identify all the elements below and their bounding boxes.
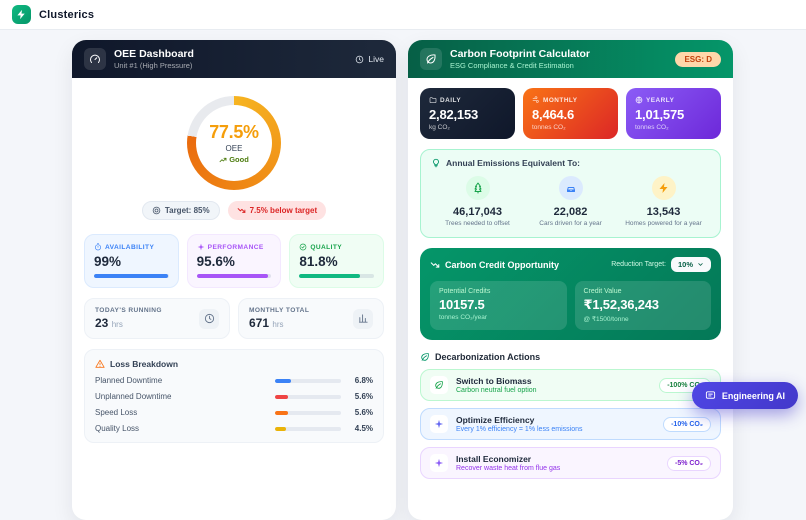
leaf-icon bbox=[430, 376, 448, 394]
globe-icon bbox=[635, 96, 643, 104]
monthly-total-card: MONTHLY TOTAL 671 hrs bbox=[238, 298, 384, 339]
bar-chart-icon bbox=[353, 308, 373, 329]
credit-value-amount: ₹1,52,36,243 bbox=[583, 297, 660, 312]
carbon-credit-card: Carbon Credit Opportunity Reduction Targ… bbox=[420, 248, 721, 340]
yearly-emissions-card: YEARLY 1,01,575 tonnes CO₂ bbox=[626, 88, 721, 139]
carbon-calculator-panel: Carbon Footprint Calculator ESG Complian… bbox=[408, 40, 733, 520]
loss-bar bbox=[275, 394, 289, 399]
warning-icon bbox=[95, 359, 105, 369]
clock-icon bbox=[199, 308, 219, 329]
below-target-pill: 7.5% below target bbox=[227, 201, 327, 220]
emissions-equivalent-card: Annual Emissions Equivalent To: 46,17,04… bbox=[420, 149, 721, 238]
metric-quality: QUALITY 81.8% bbox=[289, 234, 384, 288]
trend-down-icon bbox=[237, 206, 246, 215]
clock-icon bbox=[355, 55, 364, 64]
todays-running-card: TODAY'S RUNNING 23 hrs bbox=[84, 298, 230, 339]
todays-running-value: 23 hrs bbox=[95, 316, 123, 330]
trend-up-icon bbox=[219, 156, 227, 164]
equiv-trees: 46,17,043 Trees needed to offset bbox=[431, 176, 524, 227]
quality-bar bbox=[299, 274, 361, 278]
performance-value: 95.6% bbox=[196, 254, 235, 269]
availability-value: 99% bbox=[94, 254, 122, 269]
quality-value: 81.8% bbox=[299, 254, 338, 269]
esg-rating-badge: ESG: D bbox=[675, 51, 721, 67]
performance-bar bbox=[196, 274, 269, 278]
heat-recovery-icon bbox=[430, 454, 448, 472]
check-circle-icon bbox=[299, 243, 307, 251]
loss-row-planned-downtime: Planned Downtime 6.8% bbox=[95, 376, 373, 385]
oee-gauge-label: OEE bbox=[225, 144, 243, 153]
app-logo bbox=[12, 5, 31, 24]
timer-icon bbox=[94, 243, 102, 251]
loss-row-quality-loss: Quality Loss 4.5% bbox=[95, 424, 373, 433]
bolt-icon bbox=[16, 9, 27, 20]
equiv-homes: 13,543 Homes powered for a year bbox=[617, 176, 710, 227]
action-optimize-efficiency[interactable]: Optimize Efficiency Every 1% efficiency … bbox=[420, 408, 721, 440]
monthly-emissions-value: 8,464.6 bbox=[532, 107, 574, 122]
potential-credits-cell: Potential Credits 10157.5 tonnes CO₂/yea… bbox=[430, 281, 567, 330]
reduction-target-select[interactable]: 10% bbox=[670, 257, 711, 272]
monthly-total-value: 671 hrs bbox=[249, 316, 284, 330]
oee-gauge-value: 77.5% bbox=[209, 122, 259, 142]
carbon-panel-header: Carbon Footprint Calculator ESG Complian… bbox=[408, 40, 733, 78]
yearly-emissions-value: 1,01,575 bbox=[635, 107, 685, 122]
daily-emissions-value: 2,82,153 bbox=[429, 107, 479, 122]
carbon-panel-subtitle: ESG Compliance & Credit Estimation bbox=[450, 61, 574, 71]
decarbonization-actions-title: Decarbonization Actions bbox=[420, 352, 721, 362]
equiv-cars: 22,082 Cars driven for a year bbox=[524, 176, 617, 227]
target-pill: Target: 85% bbox=[141, 201, 220, 220]
sparkle-icon bbox=[197, 243, 205, 251]
brand-name: Clusterics bbox=[39, 8, 95, 21]
oee-gauge: 77.5% OEE Good bbox=[187, 96, 281, 190]
leaf-icon bbox=[420, 48, 442, 70]
availability-bar bbox=[94, 274, 168, 278]
wind-icon bbox=[532, 96, 540, 104]
oee-gauge-status: Good bbox=[219, 155, 249, 164]
potential-credits-value: 10157.5 bbox=[439, 297, 485, 312]
loss-bar bbox=[275, 426, 286, 431]
metric-performance: PERFORMANCE 95.6% bbox=[186, 234, 282, 288]
chat-icon bbox=[705, 390, 716, 401]
action-install-economizer[interactable]: Install Economizer Recover waste heat fr… bbox=[420, 447, 721, 479]
trend-down-icon bbox=[430, 260, 440, 270]
gauge-icon bbox=[84, 48, 106, 70]
leaf-icon bbox=[420, 352, 430, 362]
target-icon bbox=[152, 206, 161, 215]
daily-emissions-card: DAILY 2,82,153 kg CO₂ bbox=[420, 88, 515, 139]
co2-reduction-badge: -10% CO₂ bbox=[663, 416, 711, 432]
energy-bolt-icon bbox=[651, 176, 676, 200]
oee-panel-subtitle: Unit #1 (High Pressure) bbox=[114, 61, 193, 71]
loss-breakdown-card: Loss Breakdown Planned Downtime 6.8% Unp… bbox=[84, 349, 384, 443]
metric-availability: AVAILABILITY 99% bbox=[84, 234, 179, 288]
car-icon bbox=[558, 176, 583, 200]
oee-dashboard-panel: OEE Dashboard Unit #1 (High Pressure) Li… bbox=[72, 40, 396, 520]
loss-bar bbox=[275, 378, 292, 383]
carbon-panel-title: Carbon Footprint Calculator bbox=[450, 47, 590, 60]
co2-reduction-badge: -5% CO₂ bbox=[666, 455, 711, 471]
credit-value-cell: Credit Value ₹1,52,36,243 @ ₹1500/tonne bbox=[574, 281, 711, 330]
topbar: Clusterics bbox=[0, 0, 806, 30]
lightbulb-icon bbox=[431, 158, 441, 168]
oee-panel-header: OEE Dashboard Unit #1 (High Pressure) Li… bbox=[72, 40, 396, 78]
monthly-emissions-card: MONTHLY 8,464.6 tonnes CO₂ bbox=[523, 88, 618, 139]
folder-icon bbox=[429, 96, 437, 104]
chevron-down-icon bbox=[697, 261, 704, 268]
sparkle-icon bbox=[430, 415, 448, 433]
engineering-ai-button[interactable]: Engineering AI bbox=[691, 382, 798, 409]
loss-bar bbox=[275, 410, 289, 415]
action-switch-to-biomass[interactable]: Switch to Biomass Carbon neutral fuel op… bbox=[420, 369, 721, 401]
tree-icon bbox=[465, 176, 490, 200]
loss-row-unplanned-downtime: Unplanned Downtime 5.6% bbox=[95, 392, 373, 401]
live-indicator: Live bbox=[355, 54, 384, 64]
loss-row-speed-loss: Speed Loss 5.6% bbox=[95, 408, 373, 417]
oee-panel-title: OEE Dashboard bbox=[114, 47, 194, 60]
